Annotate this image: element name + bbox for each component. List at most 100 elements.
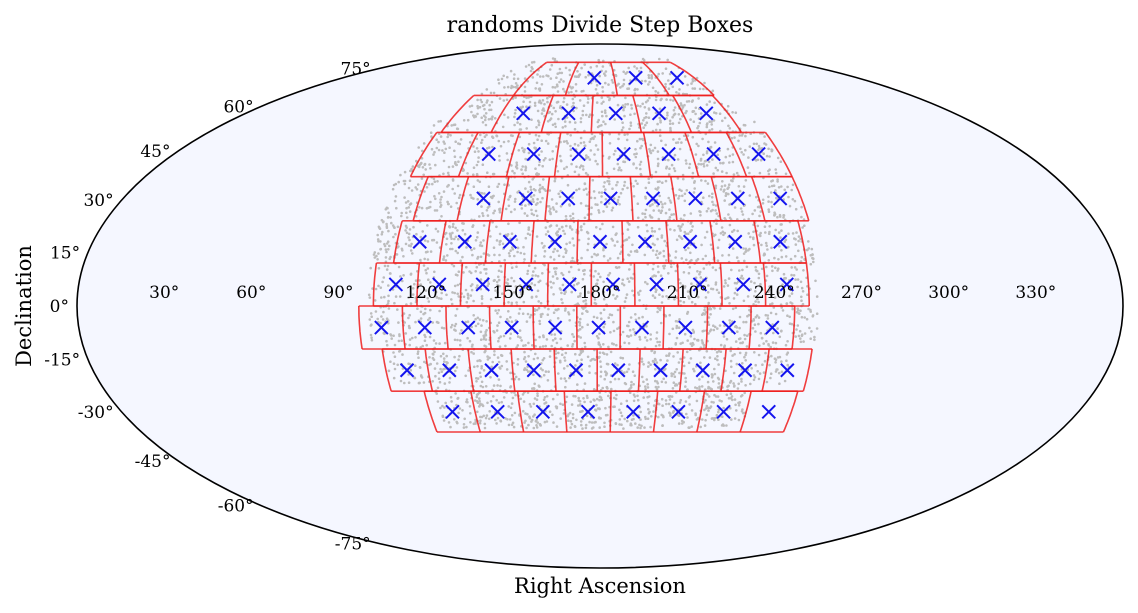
random-point xyxy=(714,166,718,170)
random-point xyxy=(552,106,556,110)
random-point xyxy=(617,132,621,136)
random-point xyxy=(743,337,747,341)
random-point xyxy=(399,173,402,177)
random-point xyxy=(525,320,529,323)
random-point xyxy=(398,333,401,336)
random-point xyxy=(509,210,513,214)
random-point xyxy=(387,229,390,233)
random-point xyxy=(401,279,404,283)
random-point xyxy=(583,216,587,220)
random-point xyxy=(657,402,661,406)
random-point xyxy=(470,350,473,354)
random-point xyxy=(567,419,570,423)
random-point xyxy=(676,320,680,323)
random-point xyxy=(542,398,546,402)
random-point xyxy=(787,232,790,235)
random-point xyxy=(667,196,670,200)
random-point xyxy=(790,322,794,326)
box-edge-ra xyxy=(670,176,678,221)
random-point xyxy=(472,422,476,426)
random-point xyxy=(608,132,611,136)
random-point xyxy=(590,421,594,424)
random-point xyxy=(510,301,514,305)
random-point xyxy=(581,427,584,430)
random-point xyxy=(628,363,631,366)
random-point xyxy=(550,112,554,116)
random-point xyxy=(630,380,633,384)
random-point xyxy=(688,266,692,269)
random-point xyxy=(717,349,721,353)
random-point xyxy=(565,395,569,399)
random-point xyxy=(615,232,618,235)
random-point xyxy=(555,267,558,270)
random-point xyxy=(530,118,533,121)
random-point xyxy=(646,383,649,386)
random-point xyxy=(656,265,660,268)
random-point xyxy=(565,242,568,246)
random-point xyxy=(522,400,526,403)
box-center-marker xyxy=(688,191,703,206)
random-point xyxy=(632,195,636,198)
random-point xyxy=(713,367,716,371)
random-point xyxy=(797,249,800,253)
random-point xyxy=(809,262,813,266)
random-point xyxy=(437,120,440,123)
random-point xyxy=(801,290,805,293)
random-point xyxy=(799,337,802,340)
random-point xyxy=(511,248,515,251)
random-point xyxy=(691,225,694,228)
random-point xyxy=(578,73,582,76)
random-point xyxy=(553,333,557,336)
random-point xyxy=(757,353,761,357)
x-axis-label: Right Ascension xyxy=(514,574,686,598)
random-point xyxy=(484,338,488,341)
random-point xyxy=(813,335,816,339)
random-point xyxy=(494,289,497,292)
random-point xyxy=(594,203,597,206)
random-point xyxy=(654,170,658,174)
random-point xyxy=(611,225,615,229)
box-edge-ra xyxy=(530,220,535,264)
random-point xyxy=(645,121,649,124)
random-point xyxy=(573,339,576,343)
random-point xyxy=(455,201,459,205)
random-point xyxy=(534,344,537,348)
random-point xyxy=(488,103,492,107)
random-point xyxy=(644,417,647,421)
random-point xyxy=(598,395,602,399)
random-point xyxy=(642,396,645,399)
box-edge-ra xyxy=(544,176,551,221)
random-point xyxy=(714,209,717,212)
random-point xyxy=(684,232,688,236)
ra-tick-label: 330° xyxy=(1015,283,1056,303)
random-point xyxy=(687,297,691,300)
random-point xyxy=(425,271,428,275)
random-point xyxy=(643,212,647,216)
random-point xyxy=(424,268,428,272)
random-point xyxy=(782,272,786,276)
random-point xyxy=(741,341,745,344)
random-point xyxy=(777,291,781,295)
random-point xyxy=(668,398,672,401)
random-point xyxy=(641,212,644,215)
random-point xyxy=(586,355,590,359)
box-center-marker xyxy=(637,234,653,249)
random-point xyxy=(700,313,704,317)
random-point xyxy=(485,133,488,137)
random-point xyxy=(621,282,624,285)
random-point xyxy=(449,247,452,251)
random-point xyxy=(574,121,577,124)
random-point xyxy=(678,147,682,151)
random-point xyxy=(722,406,725,410)
random-point xyxy=(407,186,411,190)
dec-tick-label: 60° xyxy=(223,97,253,117)
random-point xyxy=(771,323,774,326)
random-point xyxy=(733,417,737,420)
random-point xyxy=(442,327,446,330)
random-point xyxy=(481,404,485,408)
random-point xyxy=(585,113,588,117)
random-point xyxy=(523,85,527,89)
random-point xyxy=(480,141,483,144)
random-point xyxy=(683,213,686,217)
random-point xyxy=(656,91,660,94)
